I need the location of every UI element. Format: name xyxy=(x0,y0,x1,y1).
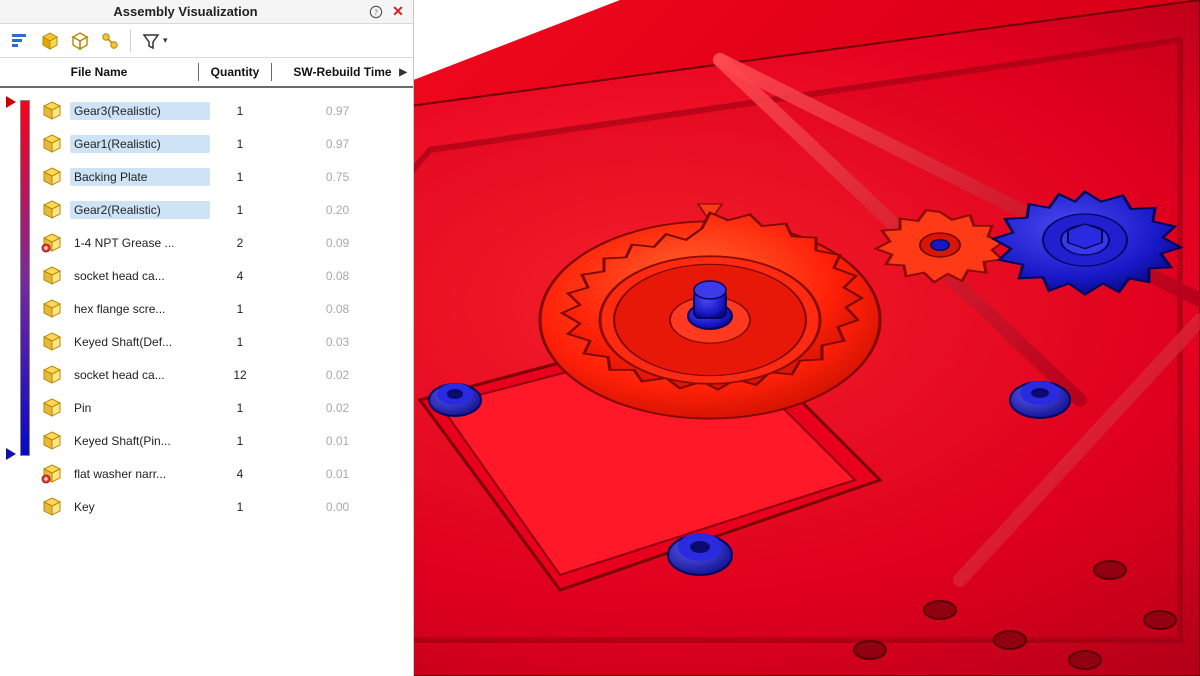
close-button[interactable]: ✕ xyxy=(389,3,407,21)
row-rebuild-time: 0.01 xyxy=(270,467,405,481)
part-icon xyxy=(40,99,64,123)
part-icon xyxy=(40,396,64,420)
table-row[interactable]: socket head ca...120.02 xyxy=(40,358,413,391)
row-rebuild-time: 0.09 xyxy=(270,236,405,250)
toolbar-separator xyxy=(130,30,131,52)
color-gradient-rail[interactable] xyxy=(0,88,40,676)
part-icon xyxy=(40,429,64,453)
part-icon xyxy=(40,198,64,222)
row-rebuild-time: 0.03 xyxy=(270,335,405,349)
panel-toolbar: ▾ xyxy=(0,24,413,58)
panel-title: Assembly Visualization xyxy=(8,4,363,19)
svg-text:?: ? xyxy=(374,8,378,17)
row-rebuild-time: 0.02 xyxy=(270,401,405,415)
row-filename: socket head ca... xyxy=(70,366,210,384)
row-quantity: 1 xyxy=(210,104,270,118)
row-rebuild-time: 0.97 xyxy=(270,104,405,118)
part-icon xyxy=(40,495,64,519)
row-quantity: 2 xyxy=(210,236,270,250)
row-filename: flat washer narr... xyxy=(70,465,210,483)
table-row[interactable]: Gear1(Realistic)10.97 xyxy=(40,127,413,160)
row-quantity: 1 xyxy=(210,170,270,184)
row-quantity: 1 xyxy=(210,401,270,415)
part-icon xyxy=(40,264,64,288)
table-row[interactable]: Gear2(Realistic)10.20 xyxy=(40,193,413,226)
gradient-handle-top[interactable] xyxy=(6,96,16,108)
column-headers: File Name Quantity SW-Rebuild Time ▶ xyxy=(0,58,413,88)
column-header-rebuild-time[interactable]: SW-Rebuild Time ▶ xyxy=(272,58,413,86)
table-row[interactable]: hex flange scre...10.08 xyxy=(40,292,413,325)
row-quantity: 1 xyxy=(210,500,270,514)
row-quantity: 4 xyxy=(210,467,270,481)
row-filename: socket head ca... xyxy=(70,267,210,285)
table-row[interactable]: Keyed Shaft(Def...10.03 xyxy=(40,325,413,358)
performance-view-button[interactable] xyxy=(96,27,124,55)
column-header-quantity[interactable]: Quantity xyxy=(199,58,271,86)
row-quantity: 1 xyxy=(210,137,270,151)
row-quantity: 1 xyxy=(210,302,270,316)
gradient-handle-bottom[interactable] xyxy=(6,448,16,460)
row-rebuild-time: 0.08 xyxy=(270,269,405,283)
row-filename: Keyed Shaft(Def... xyxy=(70,333,210,351)
row-filename: Backing Plate xyxy=(70,168,210,186)
table-row[interactable]: Gear3(Realistic)10.97 xyxy=(40,94,413,127)
row-filename: Keyed Shaft(Pin... xyxy=(70,432,210,450)
assembly-visualization-panel: Assembly Visualization ? ✕ ▾ File Name Q… xyxy=(0,0,414,676)
table-row[interactable]: Backing Plate10.75 xyxy=(40,160,413,193)
row-quantity: 4 xyxy=(210,269,270,283)
flat-view-button[interactable] xyxy=(36,27,64,55)
row-filename: Key xyxy=(70,498,210,516)
table-row[interactable]: Keyed Shaft(Pin...10.01 xyxy=(40,424,413,457)
row-rebuild-time: 0.01 xyxy=(270,434,405,448)
column-header-filename[interactable]: File Name xyxy=(0,58,198,86)
row-filename: Gear2(Realistic) xyxy=(70,201,210,219)
row-filename: Gear3(Realistic) xyxy=(70,102,210,120)
table-row[interactable]: 1-4 NPT Grease ...20.09 xyxy=(40,226,413,259)
filter-button[interactable] xyxy=(137,27,165,55)
row-filename: Pin xyxy=(70,399,210,417)
part-icon xyxy=(40,363,64,387)
sort-indicator-icon: ▶ xyxy=(399,67,407,78)
table-row[interactable]: flat washer narr...40.01 xyxy=(40,457,413,490)
component-list: Gear3(Realistic)10.97Gear1(Realistic)10.… xyxy=(40,88,413,676)
row-rebuild-time: 0.00 xyxy=(270,500,405,514)
table-row[interactable]: socket head ca...40.08 xyxy=(40,259,413,292)
row-quantity: 1 xyxy=(210,434,270,448)
row-rebuild-time: 0.02 xyxy=(270,368,405,382)
panel-header: Assembly Visualization ? ✕ xyxy=(0,0,413,24)
table-row[interactable]: Key10.00 xyxy=(40,490,413,523)
row-filename: hex flange scre... xyxy=(70,300,210,318)
table-row[interactable]: Pin10.02 xyxy=(40,391,413,424)
grouped-view-button[interactable] xyxy=(66,27,94,55)
part-icon xyxy=(40,330,64,354)
row-filename: 1-4 NPT Grease ... xyxy=(70,234,210,252)
row-rebuild-time: 0.08 xyxy=(270,302,405,316)
row-quantity: 12 xyxy=(210,368,270,382)
part-icon xyxy=(40,132,64,156)
row-quantity: 1 xyxy=(210,203,270,217)
row-rebuild-time: 0.75 xyxy=(270,170,405,184)
help-button[interactable]: ? xyxy=(367,3,385,21)
toolbox-part-icon xyxy=(40,231,64,255)
row-rebuild-time: 0.20 xyxy=(270,203,405,217)
row-rebuild-time: 0.97 xyxy=(270,137,405,151)
row-quantity: 1 xyxy=(210,335,270,349)
filter-dropdown-icon[interactable]: ▾ xyxy=(163,35,168,46)
part-icon xyxy=(40,165,64,189)
row-filename: Gear1(Realistic) xyxy=(70,135,210,153)
nested-view-button[interactable] xyxy=(6,27,34,55)
toolbox-part-icon xyxy=(40,462,64,486)
part-icon xyxy=(40,297,64,321)
